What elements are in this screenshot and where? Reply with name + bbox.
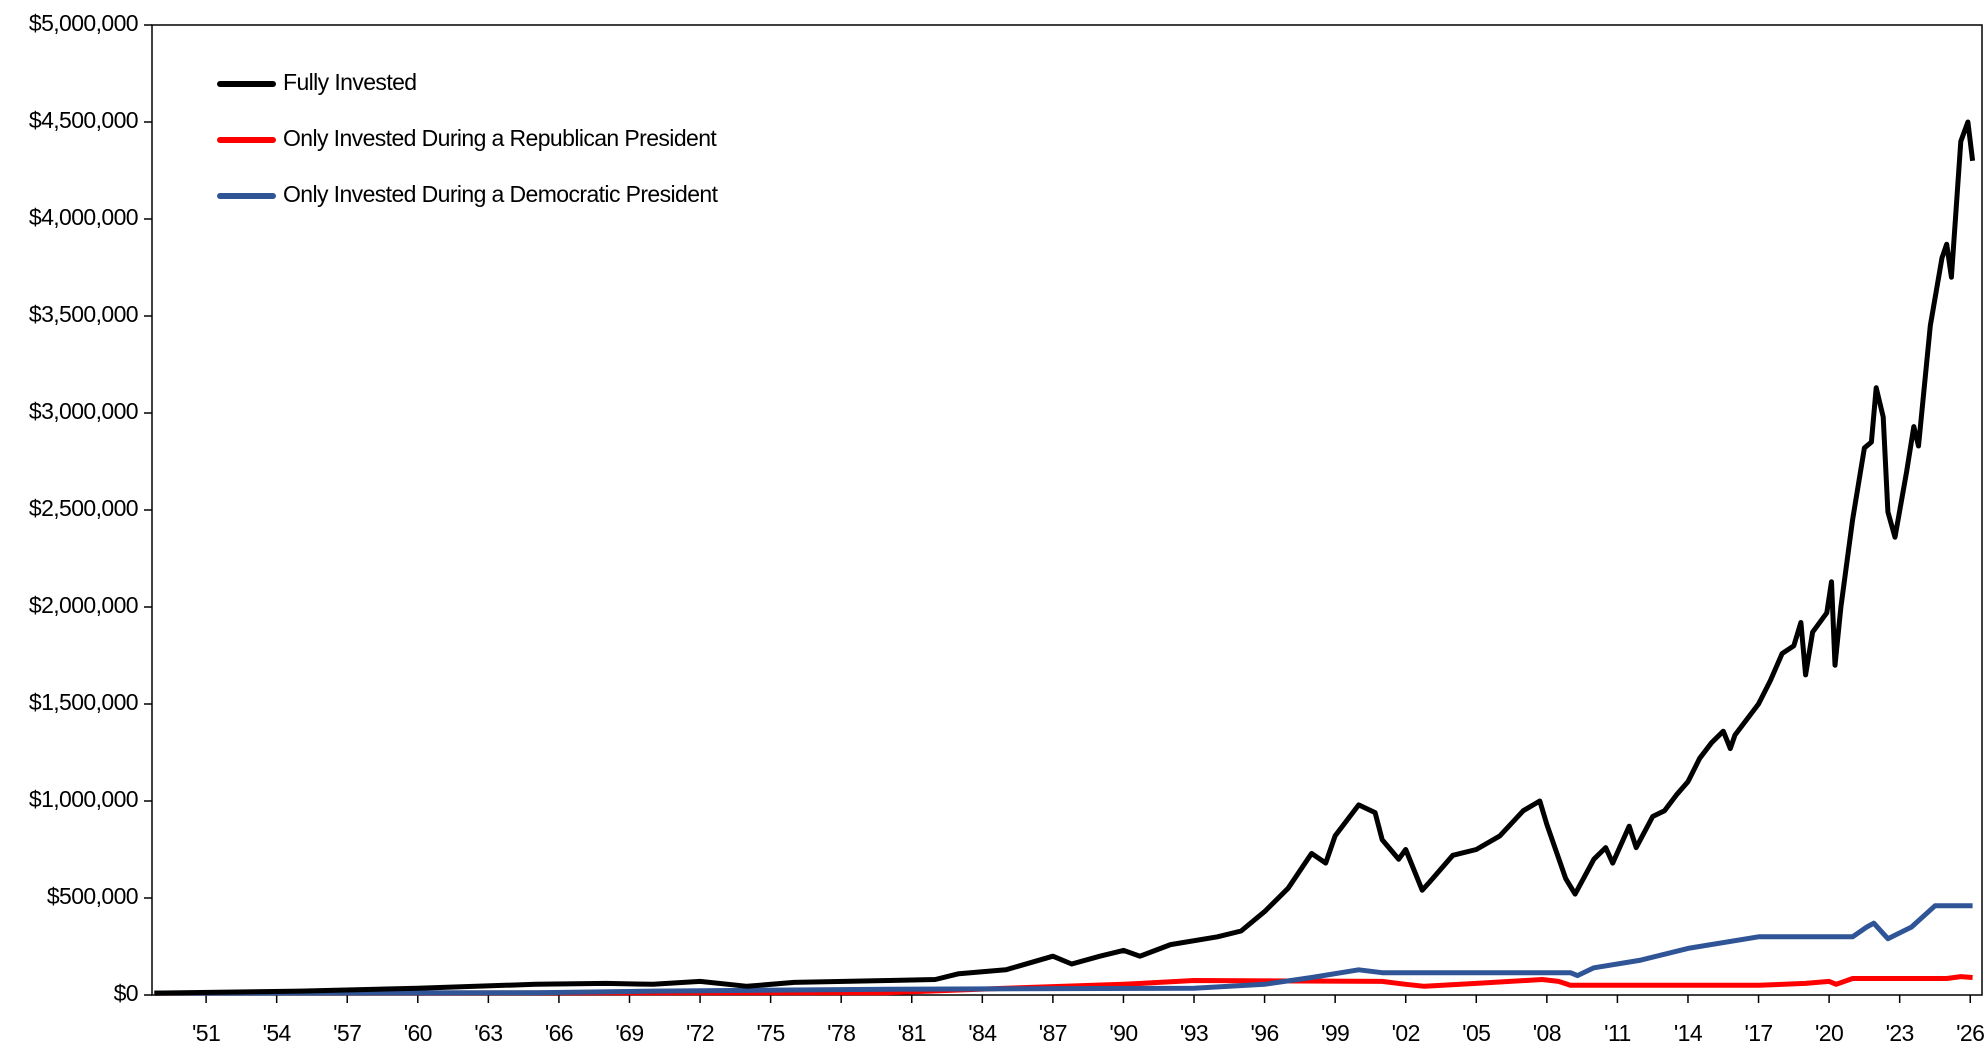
legend-label: Fully Invested (283, 69, 417, 95)
y-tick-label: $5,000,000 (29, 10, 138, 36)
x-tick-label: '14 (1674, 1020, 1703, 1046)
x-tick-label: '26 (1956, 1020, 1984, 1046)
y-tick-label: $4,500,000 (29, 107, 138, 133)
x-tick-label: '75 (757, 1020, 785, 1046)
x-tick-label: '60 (404, 1020, 432, 1046)
series-line (154, 903, 1973, 996)
x-tick-label: '51 (192, 1020, 220, 1046)
x-tick-label: '84 (968, 1020, 997, 1046)
y-tick-label: $1,500,000 (29, 689, 138, 715)
x-tick-label: '78 (827, 1020, 855, 1046)
x-tick-label: '20 (1815, 1020, 1843, 1046)
x-tick-label: '96 (1250, 1020, 1278, 1046)
legend-label: Only Invested During a Democratic Presid… (283, 181, 719, 207)
plot-frame (151, 24, 1983, 996)
x-tick-label: '23 (1886, 1020, 1914, 1046)
x-tick-label: '63 (474, 1020, 502, 1046)
x-tick-label: '05 (1462, 1020, 1490, 1046)
series-line (154, 974, 1973, 996)
x-tick-label: '81 (898, 1020, 926, 1046)
x-tick-label: '57 (333, 1020, 361, 1046)
x-tick-label: '72 (686, 1020, 714, 1046)
y-tick-label: $2,500,000 (29, 495, 138, 521)
y-tick-label: $2,000,000 (29, 592, 138, 618)
y-tick-label: $3,500,000 (29, 301, 138, 327)
y-tick-label: $3,000,000 (29, 398, 138, 424)
y-tick-label: $1,000,000 (29, 786, 138, 812)
x-tick-label: '87 (1039, 1020, 1067, 1046)
x-tick-label: '66 (545, 1020, 573, 1046)
x-tick-label: '17 (1744, 1020, 1772, 1046)
x-tick-label: '54 (263, 1020, 292, 1046)
x-tick-label: '99 (1321, 1020, 1349, 1046)
x-tick-label: '08 (1533, 1020, 1561, 1046)
legend-label: Only Invested During a Republican Presid… (283, 125, 717, 151)
x-tick-label: '93 (1180, 1020, 1208, 1046)
y-tick-label: $4,000,000 (29, 204, 138, 230)
x-tick-label: '90 (1109, 1020, 1137, 1046)
series-line (154, 119, 1976, 996)
y-tick-label: $0 (114, 980, 138, 1006)
x-tick-label: '69 (615, 1020, 643, 1046)
y-tick-label: $500,000 (47, 883, 138, 909)
x-tick-label: '02 (1392, 1020, 1420, 1046)
x-tick-label: '11 (1604, 1020, 1630, 1046)
